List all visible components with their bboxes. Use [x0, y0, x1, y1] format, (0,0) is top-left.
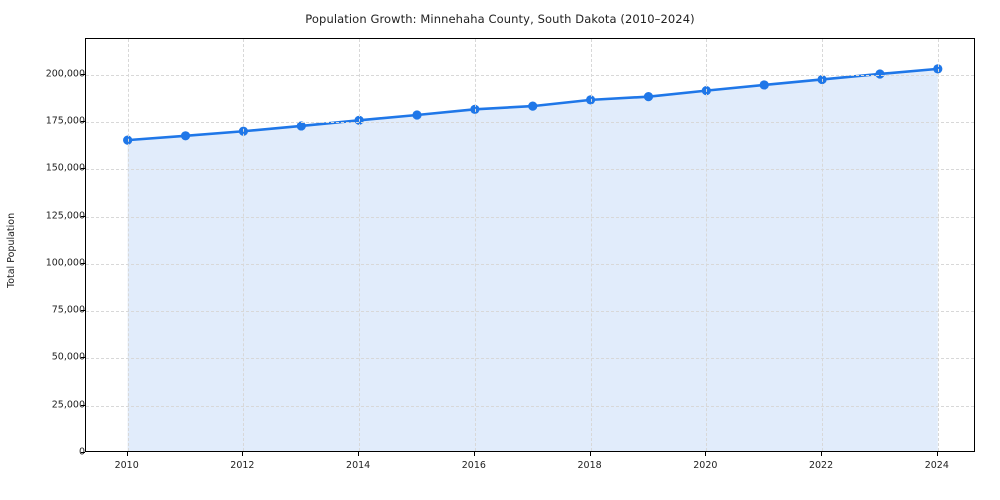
y-axis-tick-mark [81, 404, 85, 406]
data-point-marker [759, 80, 769, 90]
y-axis-tick-label: 125,000 [45, 210, 85, 222]
y-axis-tick-label: 150,000 [45, 162, 85, 174]
data-point-marker [123, 135, 133, 145]
data-point-marker [354, 115, 364, 125]
data-layer [123, 64, 943, 451]
x-axis-tick-label: 2014 [346, 460, 371, 471]
y-axis-tick-mark [81, 310, 85, 312]
y-axis-tick-label: 100,000 [45, 257, 85, 269]
y-axis-tick-mark [81, 357, 85, 359]
y-axis-tick-label: 175,000 [45, 115, 85, 127]
x-axis-tick-label: 2022 [808, 460, 834, 471]
y-axis-tick-labels: 0 25,000 50,000 75,000 100,000 125,000 150,000… [0, 38, 85, 457]
y-axis-tick-mark [81, 168, 85, 170]
data-point-marker [875, 69, 885, 79]
x-axis-tick-label: 2016 [461, 460, 486, 471]
y-axis-tick-mark [81, 262, 85, 264]
y-axis-tick-label: 0 [78, 446, 85, 458]
x-axis-tick-mark [358, 452, 360, 456]
data-point-marker [933, 64, 943, 74]
chart-title: Population Growth: Minnehaha County, Sou… [305, 12, 695, 26]
x-axis-tick-mark [936, 452, 938, 456]
y-axis-tick-mark [81, 73, 85, 75]
data-point-marker [296, 121, 306, 131]
x-axis-tick-labels: 2010 2012 2014 2016 2018 2020 2022 2024 [85, 452, 975, 482]
y-axis-tick-mark [81, 215, 85, 217]
x-axis-tick-mark [821, 452, 823, 456]
y-axis-tick-label: 75,000 [51, 304, 85, 316]
x-axis-tick-mark [705, 452, 707, 456]
data-point-marker [643, 92, 654, 102]
y-axis-tick-label: 200,000 [45, 68, 85, 80]
x-axis-tick-label: 2012 [230, 460, 255, 471]
data-point-marker [238, 126, 248, 136]
x-axis-tick-label: 2010 [114, 460, 139, 471]
data-point-marker [817, 74, 827, 85]
y-axis-tick-marks [81, 38, 86, 453]
y-axis-tick-mark [81, 452, 85, 453]
x-axis-tick-mark [473, 452, 475, 456]
data-point-marker [180, 131, 191, 141]
y-axis-tick-label: 25,000 [51, 399, 85, 411]
plot-area [85, 38, 975, 452]
data-point-marker [586, 95, 596, 105]
area-fill [127, 68, 938, 451]
data-point-marker [701, 86, 711, 96]
data-point-marker [470, 104, 480, 114]
x-axis-tick-label: 2024 [924, 460, 949, 471]
y-axis-tick-mark [81, 121, 85, 123]
x-axis-tick-label: 2020 [693, 460, 718, 471]
data-point-marker [412, 110, 422, 120]
y-axis-tick-label: 50,000 [51, 351, 85, 363]
x-axis-tick-mark [589, 452, 591, 456]
data-point-marker [528, 101, 538, 111]
x-axis-tick-label: 2018 [577, 460, 602, 471]
x-axis-tick-mark [126, 452, 128, 456]
x-axis-tick-mark [242, 452, 244, 456]
